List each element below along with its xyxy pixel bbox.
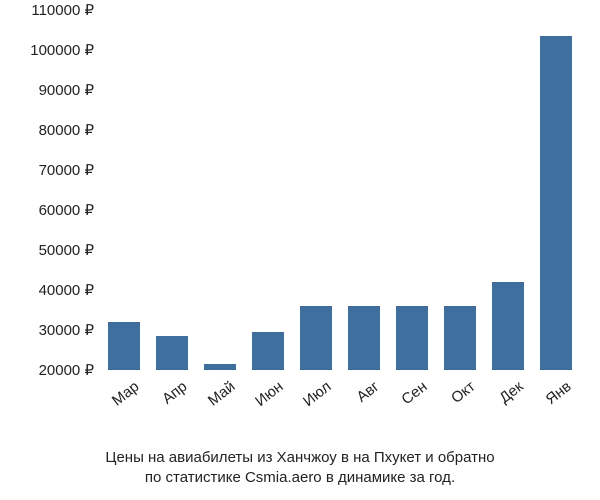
bar — [252, 332, 284, 370]
bar — [156, 336, 188, 370]
bar — [204, 364, 236, 370]
bars-container — [100, 10, 580, 370]
price-bar-chart: 20000 ₽ 30000 ₽ 40000 ₽ 50000 ₽ 60000 ₽ 70000… — [0, 0, 600, 500]
y-tick-label: 20000 ₽ — [39, 361, 94, 379]
x-tick-label: Июл — [300, 378, 334, 410]
bar — [108, 322, 140, 370]
y-axis: 20000 ₽30000 ₽40000 ₽50000 ₽60000 ₽70000… — [0, 10, 100, 370]
bar — [444, 306, 476, 370]
y-tick-label: 60000 ₽ — [39, 201, 94, 219]
bar — [348, 306, 380, 370]
x-tick-label: Окт — [448, 378, 478, 407]
chart-caption: Цены на авиабилеты из Ханчжоу в на Пхуке… — [0, 448, 600, 489]
bar — [396, 306, 428, 370]
x-tick-label: Июн — [252, 378, 286, 410]
y-tick-label: 30000 ₽ — [39, 321, 94, 339]
y-tick-label: 80000 ₽ — [39, 121, 94, 139]
x-tick-label: Янв — [543, 378, 575, 408]
x-tick-label: Авг — [353, 378, 382, 406]
bar — [540, 36, 572, 370]
x-tick-label: Апр — [159, 378, 190, 408]
plot-area — [100, 10, 580, 370]
x-tick-label: Дек — [496, 378, 526, 407]
x-tick-label: Сен — [398, 378, 430, 408]
x-tick-label: Май — [205, 378, 239, 409]
y-tick-label: 90000 ₽ — [39, 81, 94, 99]
y-tick-label: 100000 ₽ — [30, 41, 94, 59]
x-tick-label: Мар — [109, 378, 143, 409]
y-tick-label: 110000 ₽ — [31, 1, 94, 19]
bar — [492, 282, 524, 370]
y-tick-label: 50000 ₽ — [39, 241, 94, 259]
y-tick-label: 40000 ₽ — [39, 281, 94, 299]
caption-line: по статистике Csmia.aero в динамике за г… — [0, 468, 600, 488]
caption-line: Цены на авиабилеты из Ханчжоу в на Пхуке… — [0, 448, 600, 468]
bar — [300, 306, 332, 370]
y-tick-label: 70000 ₽ — [39, 161, 94, 179]
